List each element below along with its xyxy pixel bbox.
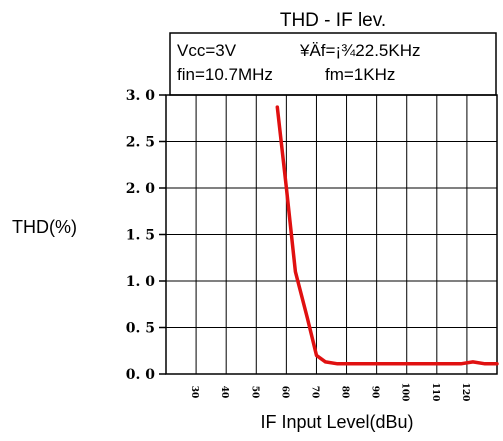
y-tick-label: 2. 0 [126, 181, 155, 197]
x-tick-label: 40 [219, 386, 229, 399]
x-tick-label: 110 [430, 383, 440, 402]
x-tick-label: 50 [249, 386, 259, 399]
y-tick-label: 3. 0 [126, 88, 155, 104]
y-tick-label: 1. 0 [126, 274, 155, 290]
annotation-deviation: ¥Äf=¡¾22.5KHz [299, 41, 421, 60]
y-tick-label: 1. 5 [126, 228, 155, 244]
x-axis-label: IF Input Level(dBu) [260, 412, 413, 432]
y-tick-labels: 0. 0 0. 5 1. 0 1. 5 2. 0 2. 5 3. 0 [126, 88, 166, 383]
y-tick-label: 0. 0 [126, 367, 155, 383]
annotation-box [169, 32, 497, 96]
x-tick-label: 60 [279, 386, 289, 399]
x-tick-label: 100 [400, 383, 410, 402]
x-tick-label: 80 [340, 386, 350, 399]
annotation-fm: fm=1KHz [325, 65, 395, 84]
grid [165, 94, 498, 375]
y-tick-label: 0. 5 [126, 321, 155, 337]
chart-title: THD - IF lev. [280, 10, 386, 31]
x-tick-label: 70 [309, 386, 319, 399]
annotation-vcc: Vcc=3V [177, 41, 237, 60]
plot-area [275, 105, 499, 366]
x-tick-labels: 30 40 50 60 70 80 90 100 110 120 [189, 383, 470, 402]
x-tick-label: 90 [370, 386, 380, 399]
x-tick-label: 30 [189, 386, 199, 399]
x-tick-label: 120 [460, 383, 470, 402]
annotation-fin: fin=10.7MHz [177, 65, 273, 84]
y-axis-label: THD(%) [12, 217, 77, 237]
series-line [275, 105, 499, 366]
y-tick-label: 2. 5 [126, 135, 155, 151]
